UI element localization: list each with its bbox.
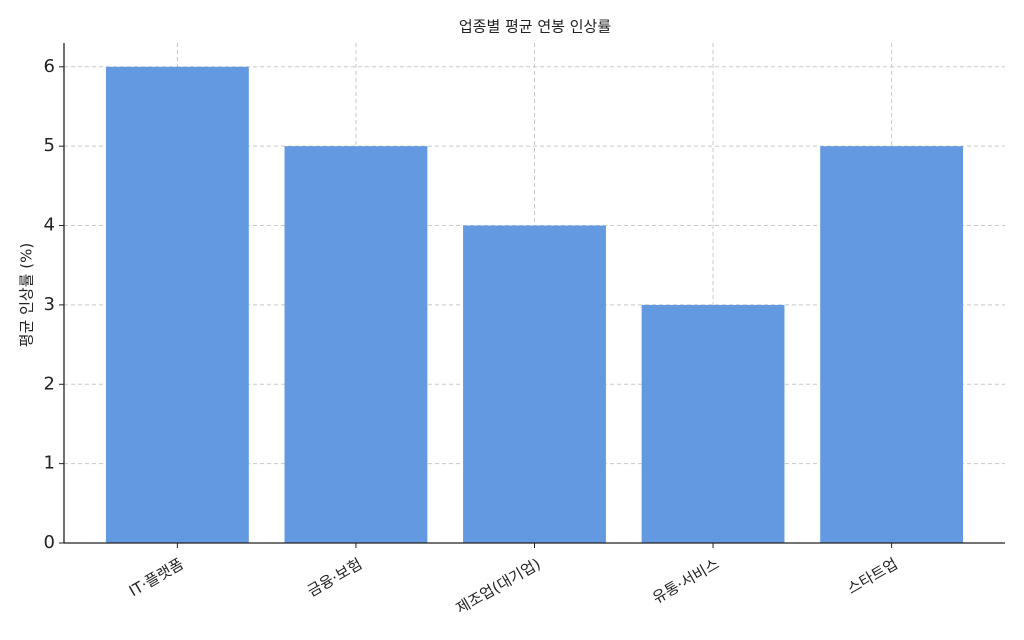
- y-axis-label: 평균 인상률 (%): [18, 243, 36, 348]
- bar: [105, 66, 249, 544]
- bar: [463, 225, 606, 544]
- y-tick-label: 0: [44, 532, 55, 553]
- bar: [284, 146, 428, 543]
- x-tick-label: IT·플랫폼: [126, 555, 187, 600]
- x-tick-label: 유통·서비스: [649, 555, 722, 608]
- y-tick-label: 3: [44, 294, 55, 315]
- y-tick-label: 1: [44, 453, 55, 474]
- y-tick-label: 5: [44, 135, 55, 156]
- x-tick-label: 스타트업: [844, 555, 901, 598]
- bar: [641, 304, 785, 543]
- chart-title: 업종별 평균 연봉 인상률: [459, 18, 612, 36]
- y-tick-label: 4: [44, 215, 55, 236]
- bar: [820, 146, 964, 543]
- y-tick-label: 2: [44, 373, 55, 394]
- x-tick-label: 금융·보험: [304, 555, 365, 601]
- x-tick-label: 제조업(대기업): [453, 555, 544, 618]
- y-tick-label: 6: [44, 56, 55, 77]
